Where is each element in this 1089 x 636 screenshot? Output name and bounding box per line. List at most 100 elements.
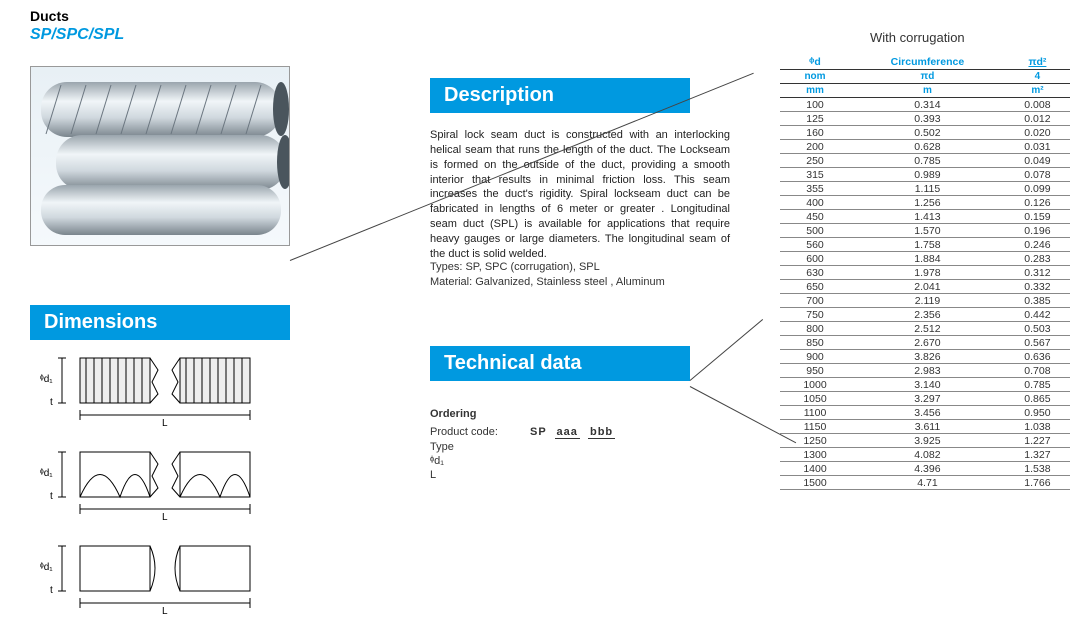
table-row: 6001.8840.283 xyxy=(780,252,1070,266)
table-cell: 0.314 xyxy=(850,98,1005,112)
sketch-spiral: ᶲd₁ t L xyxy=(30,444,310,524)
table-cell: 1.227 xyxy=(1005,434,1070,448)
table-row: 8502.6700.567 xyxy=(780,336,1070,350)
label-t: t xyxy=(50,397,53,408)
table-cell: 0.785 xyxy=(850,154,1005,168)
col3-h1-top: πd² xyxy=(1028,56,1046,68)
table-row: 4001.2560.126 xyxy=(780,196,1070,210)
table-cell: 1400 xyxy=(780,462,850,476)
col3-h1: πd² xyxy=(1005,55,1070,70)
table-row: 2500.7850.049 xyxy=(780,154,1070,168)
table-cell: 1000 xyxy=(780,378,850,392)
table-cell: 0.332 xyxy=(1005,280,1070,294)
table-cell: 1.884 xyxy=(850,252,1005,266)
table-cell: 650 xyxy=(780,280,850,294)
table-cell: 0.196 xyxy=(1005,224,1070,238)
col2-h2: πd xyxy=(850,70,1005,84)
table-cell: 0.708 xyxy=(1005,364,1070,378)
table-cell: 0.126 xyxy=(1005,196,1070,210)
table-cell: 900 xyxy=(780,350,850,364)
table-cell: 400 xyxy=(780,196,850,210)
table-row: 12503.9251.227 xyxy=(780,434,1070,448)
table-cell: 850 xyxy=(780,336,850,350)
table-cell: 800 xyxy=(780,322,850,336)
table-cell: 0.950 xyxy=(1005,406,1070,420)
table-cell: 600 xyxy=(780,252,850,266)
code-seg-1: aaa xyxy=(555,426,580,439)
table-cell: 0.008 xyxy=(1005,98,1070,112)
table-cell: 1500 xyxy=(780,476,850,490)
table-cell: 1150 xyxy=(780,420,850,434)
table-cell: 100 xyxy=(780,98,850,112)
ordering-row-L: L xyxy=(430,469,530,481)
dimensions-table: ᶲd Circumference πd² nom πd 4 mm m m² 10… xyxy=(780,55,1070,490)
table-cell: 1.570 xyxy=(850,224,1005,238)
table-cell: 1300 xyxy=(780,448,850,462)
table-row: 10503.2970.865 xyxy=(780,392,1070,406)
table-cell: 1.766 xyxy=(1005,476,1070,490)
table-cell: 450 xyxy=(780,210,850,224)
sketch-plain: ᶲd₁ t L xyxy=(30,538,310,618)
table-row: 11503.6111.038 xyxy=(780,420,1070,434)
table-cell: 0.031 xyxy=(1005,140,1070,154)
table-cell: 4.082 xyxy=(850,448,1005,462)
product-image xyxy=(30,66,290,246)
ordering-title: Ordering xyxy=(430,408,730,420)
table-row: 1250.3930.012 xyxy=(780,112,1070,126)
material-line: Material: Galvanized, Stainless steel , … xyxy=(430,275,730,290)
svg-text:t: t xyxy=(50,585,53,596)
table-cell: 0.385 xyxy=(1005,294,1070,308)
table-caption: With corrugation xyxy=(870,30,965,45)
table-cell: 700 xyxy=(780,294,850,308)
col2-h3: m xyxy=(850,84,1005,98)
table-cell: 0.020 xyxy=(1005,126,1070,140)
product-code-label: Product code: xyxy=(430,426,530,439)
product-code-value: SP aaa bbb xyxy=(530,426,615,439)
table-cell: 0.628 xyxy=(850,140,1005,154)
table-cell: 315 xyxy=(780,168,850,182)
table-row: 1600.5020.020 xyxy=(780,126,1070,140)
table-cell: 2.119 xyxy=(850,294,1005,308)
table-cell: 2.041 xyxy=(850,280,1005,294)
types-line: Types: SP, SPC (corrugation), SPL xyxy=(430,260,730,275)
table-cell: 3.140 xyxy=(850,378,1005,392)
table-cell: 560 xyxy=(780,238,850,252)
code-prefix: SP xyxy=(530,426,546,438)
label-L: L xyxy=(162,418,168,429)
table-cell: 2.356 xyxy=(850,308,1005,322)
svg-text:t: t xyxy=(50,491,53,502)
table-cell: 500 xyxy=(780,224,850,238)
col1-h3: mm xyxy=(780,84,850,98)
dimension-diagrams: ᶲd₁ t L xyxy=(30,350,310,630)
svg-text:L: L xyxy=(162,512,168,523)
svg-text:ᶲd₁: ᶲd₁ xyxy=(40,562,53,573)
col1-h2: nom xyxy=(780,70,850,84)
table-cell: 0.785 xyxy=(1005,378,1070,392)
table-cell: 3.611 xyxy=(850,420,1005,434)
table-cell: 160 xyxy=(780,126,850,140)
col1-h1: ᶲd xyxy=(780,55,850,70)
table-cell: 1.115 xyxy=(850,182,1005,196)
description-body: Spiral lock seam duct is constructed wit… xyxy=(430,128,730,262)
table-cell: 3.456 xyxy=(850,406,1005,420)
table-row: 4501.4130.159 xyxy=(780,210,1070,224)
table-cell: 950 xyxy=(780,364,850,378)
table-cell: 0.636 xyxy=(1005,350,1070,364)
table-head: ᶲd Circumference πd² nom πd 4 mm m m² xyxy=(780,55,1070,98)
col3-h2: 4 xyxy=(1005,70,1070,84)
table-cell: 3.297 xyxy=(850,392,1005,406)
table-row: 10003.1400.785 xyxy=(780,378,1070,392)
technical-header: Technical data xyxy=(430,346,690,381)
col3-h3: m² xyxy=(1005,84,1070,98)
table-cell: 1100 xyxy=(780,406,850,420)
table-cell: 0.099 xyxy=(1005,182,1070,196)
table-cell: 125 xyxy=(780,112,850,126)
table-cell: 0.246 xyxy=(1005,238,1070,252)
label-d1: ᶲd₁ xyxy=(40,374,53,385)
table-cell: 3.925 xyxy=(850,434,1005,448)
table-row: 13004.0821.327 xyxy=(780,448,1070,462)
table-cell: 0.442 xyxy=(1005,308,1070,322)
table-cell: 2.512 xyxy=(850,322,1005,336)
table-cell: 4.71 xyxy=(850,476,1005,490)
table-cell: 0.502 xyxy=(850,126,1005,140)
